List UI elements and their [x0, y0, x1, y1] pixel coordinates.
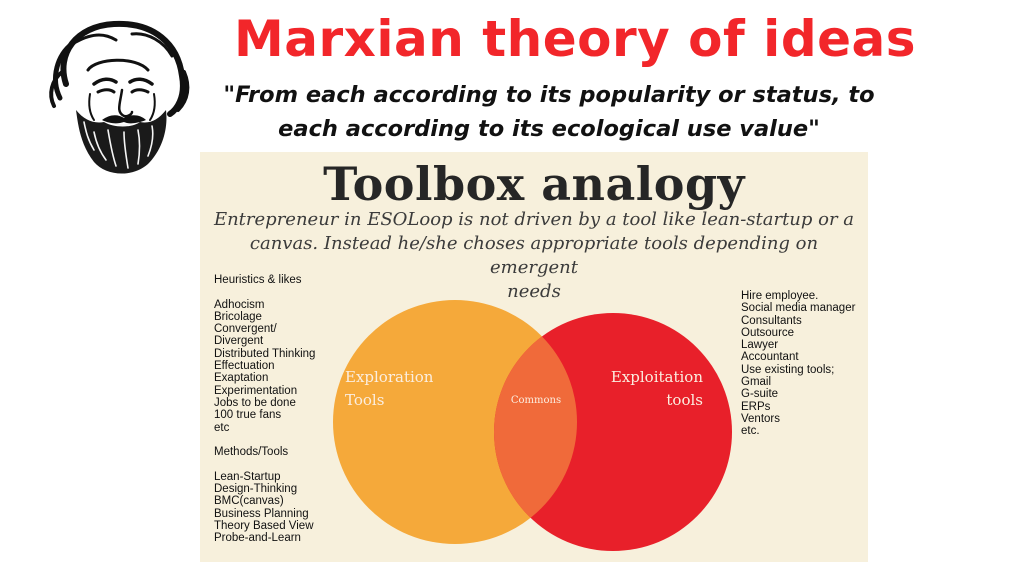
- commons-overlap: [494, 313, 577, 544]
- list-item: Business Planning: [214, 507, 309, 520]
- list-item: Accountant: [741, 351, 799, 364]
- list-item: Effectuation: [214, 360, 275, 373]
- list-item: Jobs to be done: [214, 396, 296, 409]
- panel-title: Toolbox analogy: [323, 157, 745, 211]
- list-spacer: [214, 434, 315, 446]
- panel-subtitle: Entrepreneur in ESOLoop is not driven by…: [210, 208, 858, 304]
- list-item: ERPs: [741, 400, 771, 413]
- list-item: Bricolage: [214, 310, 262, 323]
- toolbox-panel: Exploration Tools Commons Exploitation t…: [200, 152, 868, 562]
- list-item: 100 true fans: [214, 409, 282, 422]
- right-tools-list: Hire employee. Social media manager Cons…: [741, 290, 855, 438]
- list-item: Distributed Thinking: [214, 347, 316, 360]
- panel-subtitle-line-1: Entrepreneur in ESOLoop is not driven by…: [213, 209, 855, 230]
- list-item: Hire employee.: [741, 290, 819, 302]
- list-item: Probe-and-Learn: [214, 532, 301, 545]
- venn-diagram: Exploration Tools Commons Exploitation t…: [333, 300, 732, 551]
- list-item: etc.: [741, 425, 760, 438]
- list-item: G-suite: [741, 388, 779, 401]
- exploitation-label-line-2: tools: [666, 391, 703, 409]
- list-item: Social media manager: [741, 302, 856, 315]
- exploitation-label-line-1: Exploitation: [611, 368, 703, 386]
- list-item: Ventors: [741, 412, 780, 425]
- methods-heading: Methods/Tools: [214, 446, 289, 459]
- exploration-label-line-1: Exploration: [345, 368, 434, 386]
- list-item: Experimentation: [214, 384, 298, 397]
- commons-label: Commons: [511, 395, 561, 406]
- quote: "From each according to its popularity o…: [204, 78, 894, 146]
- list-item: Adhocism: [214, 298, 265, 311]
- exploration-label-line-2: Tools: [345, 391, 384, 409]
- left-tools-list: Heuristics & likes Adhocism Bricolage Co…: [214, 274, 315, 545]
- list-item: Theory Based View: [214, 519, 314, 532]
- list-item: Divergent: [214, 335, 264, 348]
- list-item: Convergent/: [214, 323, 277, 336]
- panel-subtitle-line-3: needs: [507, 281, 561, 302]
- list-item: Lawyer: [741, 339, 779, 352]
- list-item: Use existing tools;: [741, 363, 835, 376]
- list-item: Exaptation: [214, 372, 269, 385]
- bearded-man-portrait-icon: [49, 20, 190, 174]
- panel-subtitle-line-2: canvas. Instead he/she choses appropriat…: [249, 233, 819, 278]
- main-title: Marxian theory of ideas: [233, 10, 917, 68]
- list-item: Gmail: [741, 376, 772, 389]
- quote-line-2: each according to its ecological use val…: [278, 116, 820, 142]
- list-item: Consultants: [741, 314, 802, 327]
- heuristics-heading: Heuristics & likes: [214, 274, 302, 286]
- list-item: Lean-Startup: [214, 470, 281, 483]
- list-item: Design-Thinking: [214, 483, 298, 496]
- list-item: etc: [214, 421, 230, 434]
- quote-line-1: "From each according to its popularity o…: [223, 82, 875, 108]
- list-item: Outsource: [741, 326, 795, 339]
- list-item: BMC(canvas): [214, 495, 284, 508]
